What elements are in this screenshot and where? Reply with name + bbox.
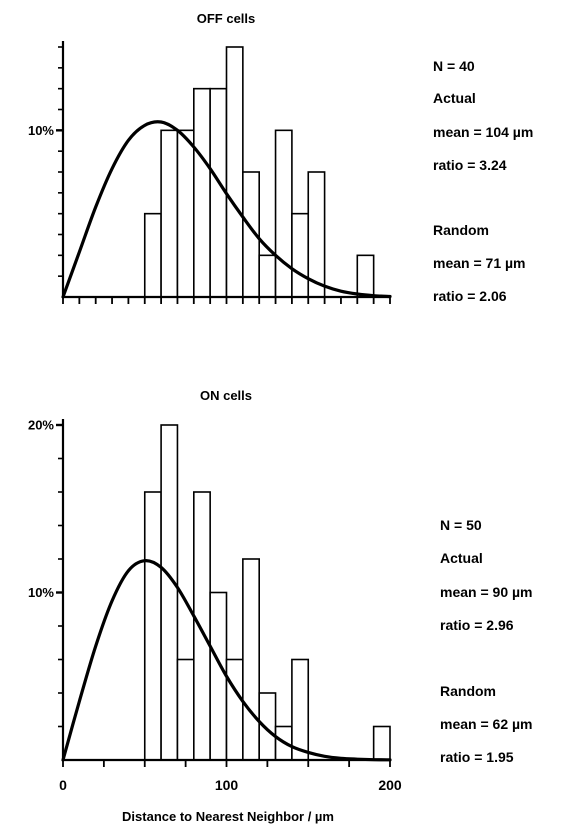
off-bar bbox=[356, 254, 375, 298]
on-bar bbox=[242, 558, 261, 761]
off-cells-panel: OFF cells 10% N = 40 Actual mean = 104 µ… bbox=[28, 11, 533, 304]
off-actual-mean: mean = 104 µm bbox=[433, 124, 533, 140]
on-random-label: Random bbox=[440, 683, 496, 699]
on-bar bbox=[372, 725, 391, 761]
off-bar bbox=[225, 46, 244, 298]
off-random-curve bbox=[61, 120, 392, 299]
on-random-curve bbox=[61, 559, 392, 762]
on-stats: N = 50 Actual mean = 90 µm ratio = 2.96 … bbox=[440, 517, 533, 765]
off-chart-title: OFF cells bbox=[197, 11, 256, 26]
off-stats: N = 40 Actual mean = 104 µm ratio = 3.24… bbox=[433, 58, 533, 304]
on-bar bbox=[193, 491, 211, 761]
on-bar bbox=[209, 591, 228, 761]
off-bar bbox=[291, 212, 310, 298]
on-bar bbox=[160, 424, 179, 761]
on-x-tick-label: 200 bbox=[378, 777, 402, 793]
on-x-tick-label: 100 bbox=[215, 777, 239, 793]
on-actual-ratio: ratio = 2.96 bbox=[440, 617, 514, 633]
off-bars bbox=[143, 46, 375, 298]
on-bar bbox=[143, 491, 162, 761]
on-x-tick-label: 0 bbox=[59, 777, 67, 793]
off-random-label: Random bbox=[433, 222, 489, 238]
on-bar bbox=[258, 692, 277, 761]
on-actual-mean: mean = 90 µm bbox=[440, 584, 533, 600]
on-actual-label: Actual bbox=[440, 550, 483, 566]
x-axis-title: Distance to Nearest Neighbor / µm bbox=[122, 809, 334, 824]
on-n-label: N = 50 bbox=[440, 517, 482, 533]
off-tick-labels: 10% bbox=[28, 123, 54, 138]
on-random-mean: mean = 62 µm bbox=[440, 716, 533, 732]
on-y-tick-label: 10% bbox=[28, 585, 54, 600]
off-bar bbox=[193, 87, 211, 298]
on-bar bbox=[225, 658, 244, 761]
off-actual-label: Actual bbox=[433, 90, 476, 106]
on-chart-title: ON cells bbox=[200, 388, 252, 403]
off-bar bbox=[176, 129, 195, 298]
off-bar bbox=[258, 254, 277, 298]
on-bars bbox=[143, 424, 391, 761]
off-bar bbox=[274, 129, 293, 298]
on-bar bbox=[291, 658, 310, 761]
on-bar bbox=[176, 658, 195, 761]
on-cells-panel: ON cells 10% 20% 0 100 200 N = 50 Actual mea… bbox=[28, 388, 533, 824]
on-axes bbox=[56, 419, 391, 767]
on-random-ratio: ratio = 1.95 bbox=[440, 749, 514, 765]
off-random-ratio: ratio = 2.06 bbox=[433, 288, 507, 304]
off-bar bbox=[160, 129, 179, 298]
off-y-tick-label: 10% bbox=[28, 123, 54, 138]
on-y-tick-label: 20% bbox=[28, 418, 54, 433]
off-axes bbox=[56, 41, 391, 304]
off-bar bbox=[143, 212, 162, 298]
off-random-mean: mean = 71 µm bbox=[433, 255, 526, 271]
on-tick-labels: 10% 20% 0 100 200 bbox=[28, 418, 402, 794]
off-actual-ratio: ratio = 3.24 bbox=[433, 157, 507, 173]
off-n-label: N = 40 bbox=[433, 58, 475, 74]
